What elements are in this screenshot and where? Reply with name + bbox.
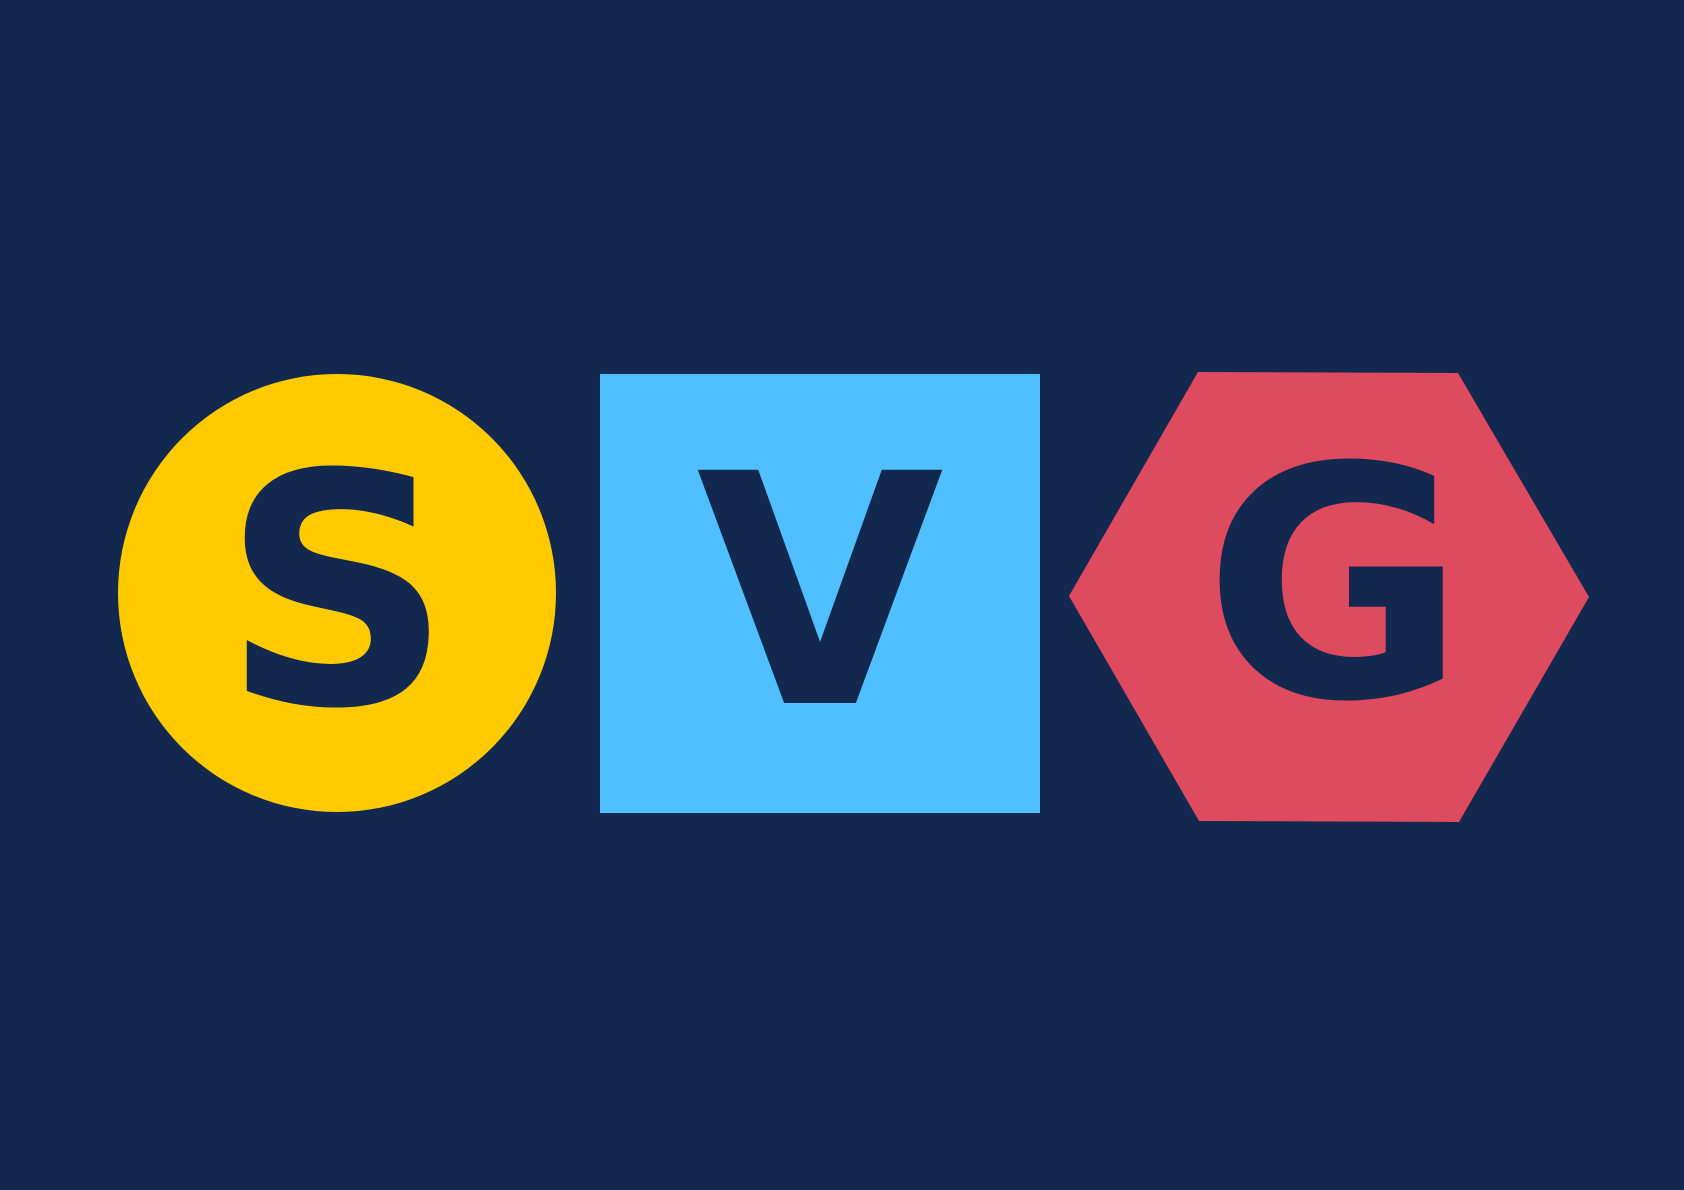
letter-v: V: [696, 407, 946, 779]
square-shape: [600, 374, 1040, 813]
logo-group: S V G: [118, 372, 1589, 822]
circle-shape: [118, 374, 556, 812]
hexagon-shape: [1069, 372, 1589, 822]
letter-g: G: [1204, 400, 1467, 772]
letter-s: S: [222, 407, 452, 779]
